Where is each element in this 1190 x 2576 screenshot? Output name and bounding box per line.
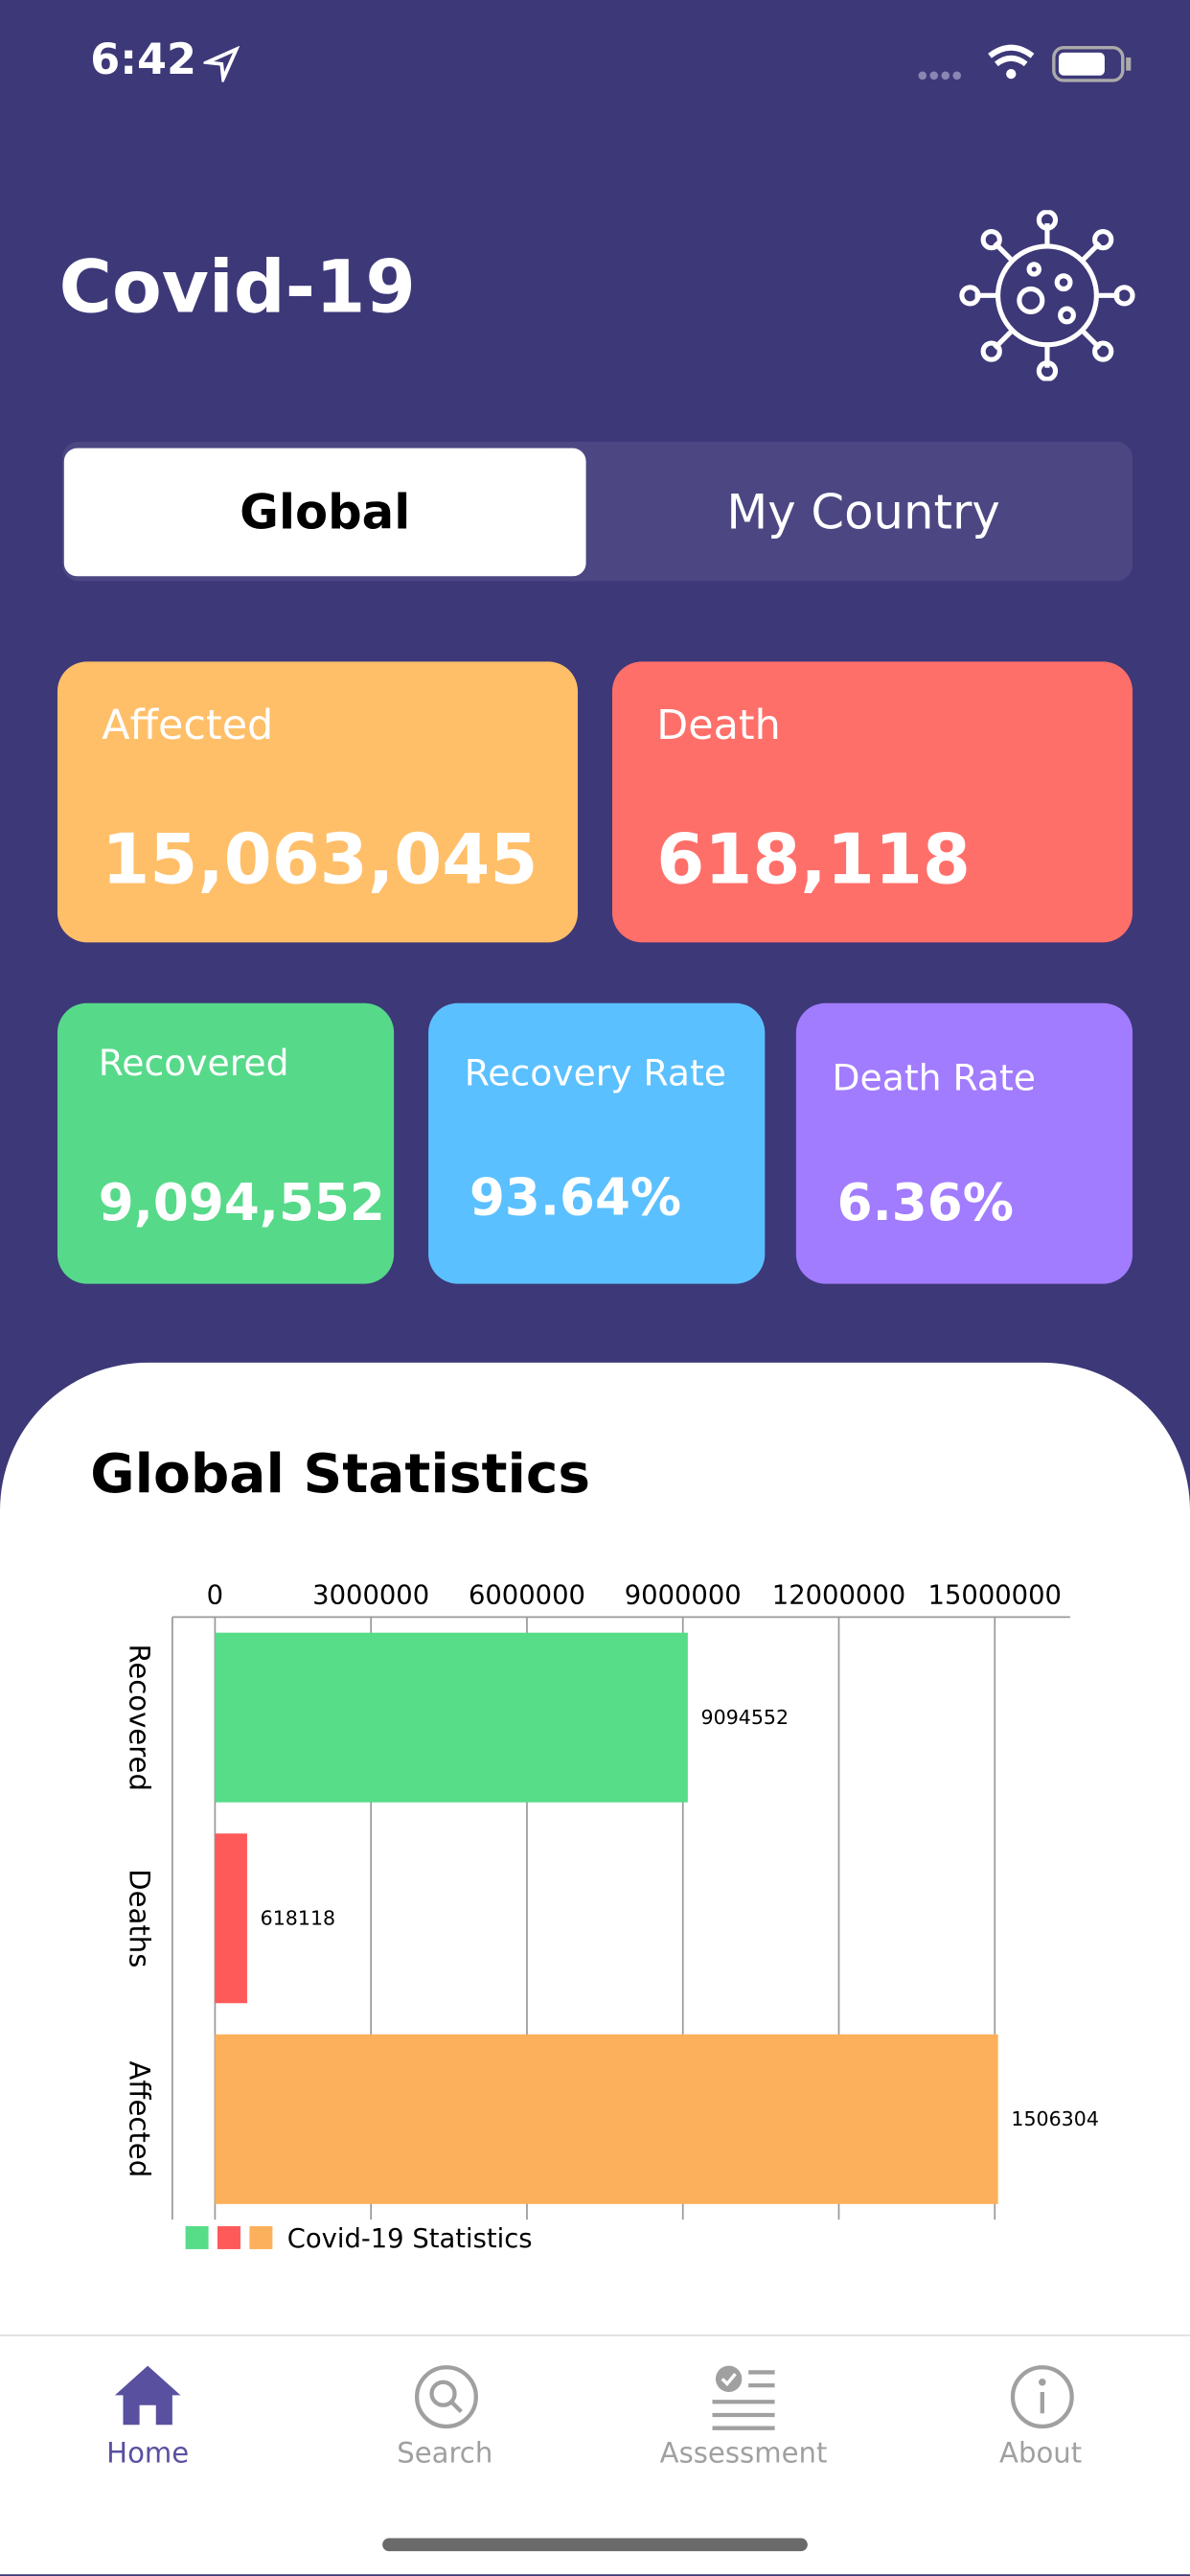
card-value: 93.64% (469, 1168, 682, 1229)
y-tick-label: Deaths (123, 1869, 155, 1967)
card-value: 618,118 (656, 818, 971, 900)
bar-chart: 0 3000000 6000000 9000000 12000000 15000000 Re… (123, 1581, 1099, 2255)
x-tick-label: 6000000 (469, 1581, 585, 1611)
home-icon[interactable] (111, 2362, 183, 2428)
data-label: 1506304 (1011, 2107, 1099, 2130)
card-value: 15,063,045 (102, 818, 538, 900)
bar (215, 2034, 998, 2204)
bar (215, 1833, 247, 2004)
card-label: Recovered (98, 1044, 289, 1086)
card-recovery-rate: Recovery Rate 93.64% (428, 1002, 766, 1284)
about-icon[interactable] (1008, 2362, 1077, 2431)
app-title: Covid-19 (58, 245, 416, 331)
card-label: Death (656, 701, 781, 749)
y-tick-label: Affected (123, 2060, 155, 2177)
legend-swatch (185, 2225, 209, 2249)
card-value: 6.36% (836, 1173, 1014, 1233)
x-tick-label: 12000000 (772, 1581, 905, 1611)
x-tick-label: 15000000 (928, 1581, 1062, 1611)
nav-label[interactable]: About (999, 2437, 1083, 2472)
legend-swatch (249, 2225, 273, 2249)
tab-my-country[interactable]: My Country (726, 484, 1000, 540)
tab-global[interactable]: Global (63, 448, 586, 577)
assessment-icon[interactable] (709, 2362, 778, 2431)
x-tick-label: 0 (207, 1581, 223, 1611)
tab-bar: Home Search Assessment About (0, 2334, 1190, 2575)
bar (215, 1632, 688, 1803)
card-label: Death Rate (832, 1058, 1036, 1100)
nav-label[interactable]: Search (397, 2437, 493, 2472)
card-recovered: Recovered 9,094,552 (57, 1002, 395, 1284)
card-label: Affected (102, 701, 274, 749)
nav-label[interactable]: Assessment (659, 2437, 828, 2472)
card-death: Death 618,118 (611, 661, 1133, 943)
chart-title: Global Statistics (90, 1441, 591, 1506)
data-label: 618118 (261, 1907, 335, 1930)
x-tick-label: 9000000 (625, 1581, 742, 1611)
location-icon (203, 45, 240, 82)
home-indicator (382, 2538, 808, 2552)
legend-swatch (217, 2225, 240, 2249)
legend-label: Covid-19 Statistics (287, 2224, 533, 2254)
card-death-rate: Death Rate 6.36% (795, 1002, 1133, 1284)
card-affected: Affected 15,063,045 (57, 661, 579, 943)
card-value: 9,094,552 (98, 1173, 385, 1233)
card-label: Recovery Rate (464, 1053, 726, 1095)
data-label: 9094552 (701, 1706, 790, 1729)
nav-label[interactable]: Home (106, 2437, 190, 2472)
virus-icon (959, 210, 1135, 381)
status-icons (918, 44, 1132, 82)
status-time: 6:42 (90, 35, 197, 86)
x-tick-label: 3000000 (312, 1581, 429, 1611)
search-icon[interactable] (412, 2362, 481, 2431)
y-tick-label: Recovered (123, 1644, 155, 1791)
